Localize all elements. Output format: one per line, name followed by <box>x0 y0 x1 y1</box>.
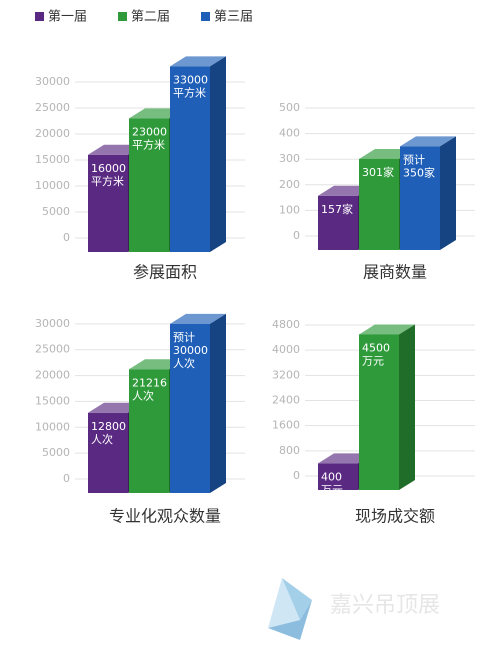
bar <box>318 195 358 250</box>
y-tick-label: 15000 <box>35 394 70 407</box>
legend-swatch <box>35 12 44 21</box>
y-tick-label: 5000 <box>42 205 70 218</box>
y-tick-label: 300 <box>279 152 300 165</box>
legend-swatch <box>118 12 127 21</box>
value-label: 30000 <box>173 344 208 357</box>
value-label: 33000 <box>173 73 208 86</box>
legend-label: 第二届 <box>131 10 170 25</box>
y-tick-label: 500 <box>279 101 300 114</box>
bar <box>129 369 169 493</box>
value-label: 万元 <box>362 354 384 367</box>
y-tick-label: 0 <box>63 231 70 244</box>
legend-swatch <box>201 12 210 21</box>
value-label: 301家 <box>362 165 394 179</box>
bar <box>170 323 210 493</box>
bar <box>88 154 128 252</box>
y-tick-label: 2400 <box>272 394 300 407</box>
y-tick-label: 10000 <box>35 420 70 433</box>
bar <box>170 66 210 253</box>
y-tick-label: 0 <box>293 229 300 242</box>
value-label: 12800 <box>91 420 126 433</box>
bar <box>400 146 440 250</box>
watermark-logo <box>268 578 312 640</box>
chart-title: 参展面积 <box>133 263 197 282</box>
y-tick-label: 800 <box>279 444 300 457</box>
value-label: 预计 <box>173 331 195 344</box>
legend-label: 第三届 <box>214 10 253 25</box>
y-tick-label: 10000 <box>35 179 70 192</box>
bar <box>318 463 358 490</box>
y-tick-label: 0 <box>63 472 70 485</box>
y-tick-label: 30000 <box>35 317 70 330</box>
bar-top <box>170 56 226 67</box>
value-label: 平方米 <box>91 174 124 188</box>
value-label: 4500 <box>362 341 390 354</box>
y-tick-label: 200 <box>279 178 300 191</box>
chart-title: 现场成交额 <box>355 507 435 526</box>
y-tick-label: 20000 <box>35 127 70 140</box>
value-label: 23000 <box>132 125 167 138</box>
y-tick-label: 25000 <box>35 101 70 114</box>
value-label: 万元 <box>321 483 343 496</box>
bar-side <box>440 136 456 250</box>
value-label: 16000 <box>91 162 126 175</box>
value-label: 21216 <box>132 376 167 389</box>
y-tick-label: 400 <box>279 127 300 140</box>
bar <box>359 158 399 250</box>
bar <box>359 334 399 490</box>
watermark: 嘉兴吊顶展 <box>330 593 440 618</box>
y-tick-label: 20000 <box>35 369 70 382</box>
value-label: 157家 <box>321 202 353 216</box>
value-label: 人次 <box>173 356 195 370</box>
value-label: 预计 <box>403 153 425 166</box>
bar-top <box>170 313 226 324</box>
value-label: 人次 <box>132 388 154 402</box>
y-tick-label: 3200 <box>272 368 300 381</box>
chart-title: 展商数量 <box>363 263 427 282</box>
y-tick-label: 1600 <box>272 419 300 432</box>
bar <box>129 118 169 253</box>
value-label: 400 <box>321 470 342 483</box>
bar <box>88 412 128 493</box>
legend-label: 第一届 <box>48 10 87 25</box>
bar-top <box>400 136 456 147</box>
y-tick-label: 30000 <box>35 75 70 88</box>
bar-side <box>399 324 415 490</box>
bar-top <box>359 324 415 335</box>
value-label: 平方米 <box>173 85 206 99</box>
y-tick-label: 25000 <box>35 343 70 356</box>
y-tick-label: 4800 <box>272 318 300 331</box>
y-tick-label: 100 <box>279 203 300 216</box>
value-label: 人次 <box>91 432 113 446</box>
y-tick-label: 0 <box>293 469 300 482</box>
y-tick-label: 15000 <box>35 153 70 166</box>
value-label: 平方米 <box>132 137 165 151</box>
bar-side <box>210 56 226 253</box>
y-tick-label: 5000 <box>42 446 70 459</box>
bar-side <box>210 313 226 493</box>
y-tick-label: 4000 <box>272 343 300 356</box>
chart-title: 专业化观众数量 <box>109 507 221 526</box>
value-label: 350家 <box>403 165 435 179</box>
